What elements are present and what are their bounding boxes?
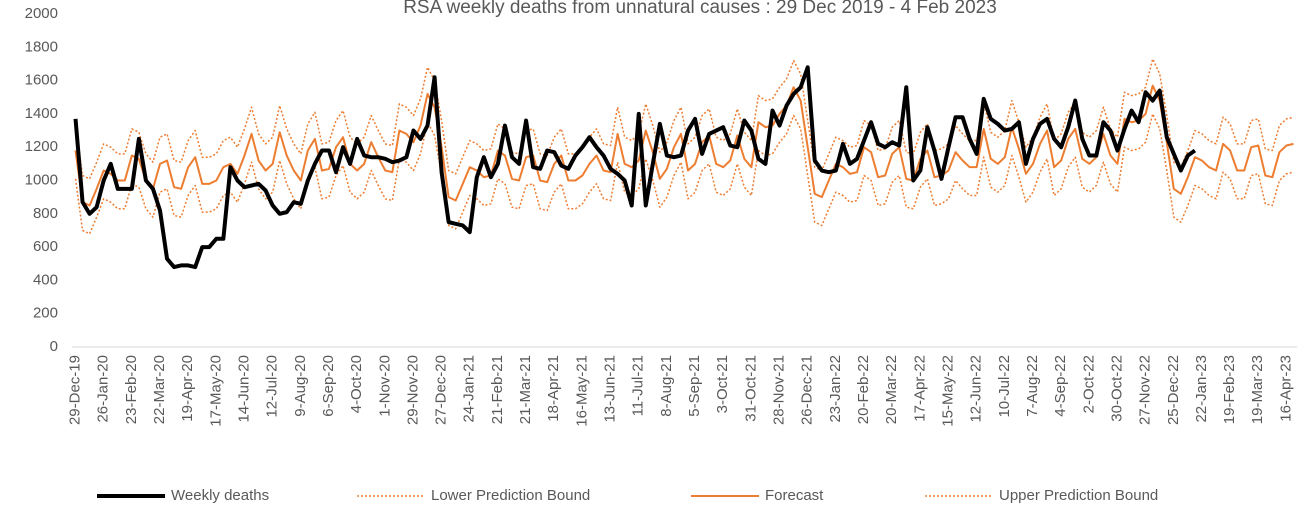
y-tick-label: 1800 (25, 38, 58, 55)
x-tick-label: 29-Nov-20 (404, 355, 421, 425)
x-tick-label: 19-Mar-23 (1249, 355, 1266, 424)
y-tick-label: 2000 (25, 5, 58, 22)
x-tick-label: 22-Jan-23 (1193, 355, 1210, 423)
x-tick-label: 3-Oct-21 (714, 355, 731, 413)
series-line (73, 65, 1197, 270)
x-tick-label: 17-Apr-22 (911, 355, 928, 422)
x-tick-label: 4-Sep-22 (1052, 355, 1069, 417)
x-tick-label: 10-Jul-22 (996, 355, 1013, 418)
y-tick-label: 600 (33, 238, 58, 255)
series-line (74, 58, 1294, 180)
series-line (74, 84, 1294, 207)
x-tick-label: 8-Aug-21 (658, 355, 675, 417)
x-tick-label: 23-Jan-22 (827, 355, 844, 423)
x-tick-label: 12-Jun-22 (968, 355, 985, 423)
legend-label: Weekly deaths (171, 487, 269, 504)
x-tick-label: 28-Nov-21 (771, 355, 788, 425)
x-tick-label: 14-Jun-20 (235, 355, 252, 423)
y-tick-label: 800 (33, 205, 58, 222)
x-tick-label: 31-Oct-21 (742, 355, 759, 422)
x-tick-label: 26-Jan-20 (95, 355, 112, 423)
x-tick-label: 9-Aug-20 (292, 355, 309, 417)
x-tick-label: 16-May-21 (573, 355, 590, 427)
x-tick-label: 25-Dec-22 (1165, 355, 1182, 425)
x-tick-label: 15-May-22 (939, 355, 956, 427)
y-tick-label: 1400 (25, 105, 58, 122)
x-tick-label: 16-Apr-23 (1277, 355, 1294, 422)
x-tick-label: 26-Dec-21 (799, 355, 816, 425)
x-tick-label: 22-Mar-20 (151, 355, 168, 424)
legend-label: Lower Prediction Bound (431, 487, 590, 504)
x-tick-label: 19-Apr-20 (179, 355, 196, 422)
x-tick-label: 27-Dec-20 (433, 355, 450, 425)
x-tick-label: 19-Feb-23 (1221, 355, 1238, 424)
y-tick-label: 1600 (25, 72, 58, 89)
x-tick-label: 7-Aug-22 (1024, 355, 1041, 417)
x-tick-label: 6-Sep-20 (320, 355, 337, 417)
x-tick-label: 24-Jan-21 (461, 355, 478, 423)
x-tick-label: 27-Nov-22 (1137, 355, 1154, 425)
x-tick-label: 1-Nov-20 (376, 355, 393, 417)
x-tick-label: 13-Jun-21 (602, 355, 619, 423)
x-tick-label: 17-May-20 (207, 355, 224, 427)
x-tick-label: 18-Apr-21 (545, 355, 562, 422)
legend-label: Upper Prediction Bound (999, 487, 1158, 504)
y-tick-label: 0 (50, 338, 58, 355)
x-tick-label: 23-Feb-20 (123, 355, 140, 424)
x-tick-label: 4-Oct-20 (348, 355, 365, 413)
y-tick-label: 200 (33, 305, 58, 322)
x-tick-label: 29-Dec-19 (66, 355, 83, 425)
x-tick-label: 30-Oct-22 (1108, 355, 1125, 422)
x-tick-label: 20-Feb-22 (855, 355, 872, 424)
chart-title: RSA weekly deaths from unnatural causes … (403, 0, 997, 18)
x-tick-label: 21-Feb-21 (489, 355, 506, 424)
legend-label: Forecast (765, 487, 824, 504)
x-tick-label: 2-Oct-22 (1080, 355, 1097, 413)
y-tick-label: 400 (33, 271, 58, 288)
x-tick-label: 12-Jul-20 (264, 355, 281, 418)
x-tick-label: 11-Jul-21 (630, 355, 647, 416)
x-tick-label: 21-Mar-21 (517, 355, 534, 424)
x-tick-label: 5-Sep-21 (686, 355, 703, 417)
x-tick-label: 20-Mar-22 (883, 355, 900, 424)
series-line (74, 113, 1294, 235)
y-tick-label: 1000 (25, 171, 58, 188)
y-tick-label: 1200 (25, 138, 58, 155)
